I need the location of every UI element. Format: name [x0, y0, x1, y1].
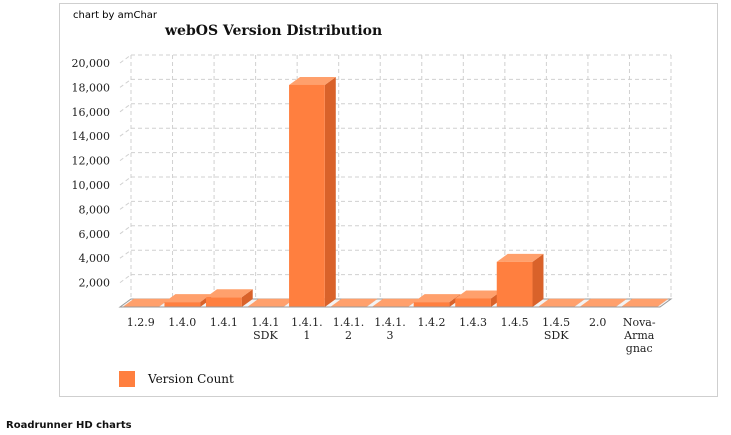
x-tick-label: 1.4.3: [459, 316, 487, 329]
grid-depth-line: [119, 225, 132, 235]
bar-top: [122, 298, 170, 307]
bar: [289, 84, 325, 308]
chart-credit-link[interactable]: chart by amChar: [73, 10, 158, 21]
bar-side: [532, 253, 544, 307]
grid-depth-line: [119, 127, 132, 137]
grid-depth-line: [119, 103, 132, 113]
legend-label: Version Count: [148, 372, 234, 386]
y-tick-label: 16,000: [72, 106, 111, 119]
y-tick-label: 8,000: [79, 203, 111, 216]
grid-depth-line: [119, 200, 132, 210]
bar-top: [289, 76, 336, 85]
bar-top: [372, 298, 419, 307]
x-tick-label: 1.2.9: [127, 316, 155, 329]
x-tick-label: 1.4.1. 3: [374, 316, 406, 342]
grid-depth-line: [119, 152, 132, 162]
bar-top: [164, 294, 212, 303]
bar-top: [579, 298, 627, 307]
chart-title: webOS Version Distribution: [165, 23, 383, 39]
bar-side: [366, 298, 378, 307]
grid-depth-line: [119, 249, 132, 259]
chart-plot: 2,000 4,000 6,000 8,000 10,000 12,000 14,000 16…: [72, 54, 673, 355]
footer-caption: Roadrunner HD charts: [6, 420, 132, 431]
bar-top: [205, 289, 253, 298]
legend-swatch: [119, 371, 135, 387]
y-tick-label: 12,000: [72, 155, 111, 168]
bar: [413, 302, 450, 307]
x-tick-label: 1.4.0: [168, 316, 196, 329]
x-tick-label: 1.4.1. 1: [291, 316, 323, 342]
grid-depth-line: [119, 78, 132, 88]
y-tick-label: 4,000: [79, 252, 111, 265]
x-tick-label: 1.4.1 SDK: [251, 316, 279, 342]
bar-top: [330, 298, 378, 307]
bar-side: [324, 76, 336, 308]
bar: [205, 297, 242, 307]
bar-top: [455, 290, 502, 299]
y-tick-label: 2,000: [79, 277, 111, 290]
bar-side: [241, 289, 253, 307]
bar-top: [538, 298, 586, 307]
x-tick-label: 2.0: [589, 316, 607, 329]
x-tick-label: 1.4.2: [418, 316, 446, 329]
bar: [496, 261, 533, 307]
bar-top: [496, 253, 544, 262]
bar: [455, 298, 491, 307]
y-tick-label: 20,000: [72, 57, 111, 70]
grid-depth-line: [119, 54, 132, 64]
chart-legend: Version Count: [119, 371, 234, 387]
bar-top: [621, 298, 669, 307]
grid-depth-line: [119, 274, 132, 284]
x-tick-label: 1.4.5: [501, 316, 529, 329]
bar-side: [615, 298, 627, 307]
x-tick-label: 1.4.1. 2: [333, 316, 365, 342]
y-tick-label: 6,000: [79, 228, 111, 241]
bar: [164, 302, 201, 307]
chart-frame: chart by amChar webOS Version Distributi…: [59, 3, 718, 397]
grid-depth-line: [119, 176, 132, 186]
bar-side: [657, 298, 669, 307]
x-tick-label: 1.4.1: [210, 316, 238, 329]
y-tick-label: 10,000: [72, 179, 111, 192]
bar-side: [574, 298, 586, 307]
bar-top: [247, 298, 295, 307]
y-tick-label: 18,000: [72, 81, 111, 94]
bar-top: [413, 294, 461, 303]
y-tick-label: 14,000: [72, 130, 111, 143]
x-tick-label: 1.4.5 SDK: [542, 316, 570, 342]
x-tick-label: Nova-Arma gnac: [623, 316, 656, 355]
